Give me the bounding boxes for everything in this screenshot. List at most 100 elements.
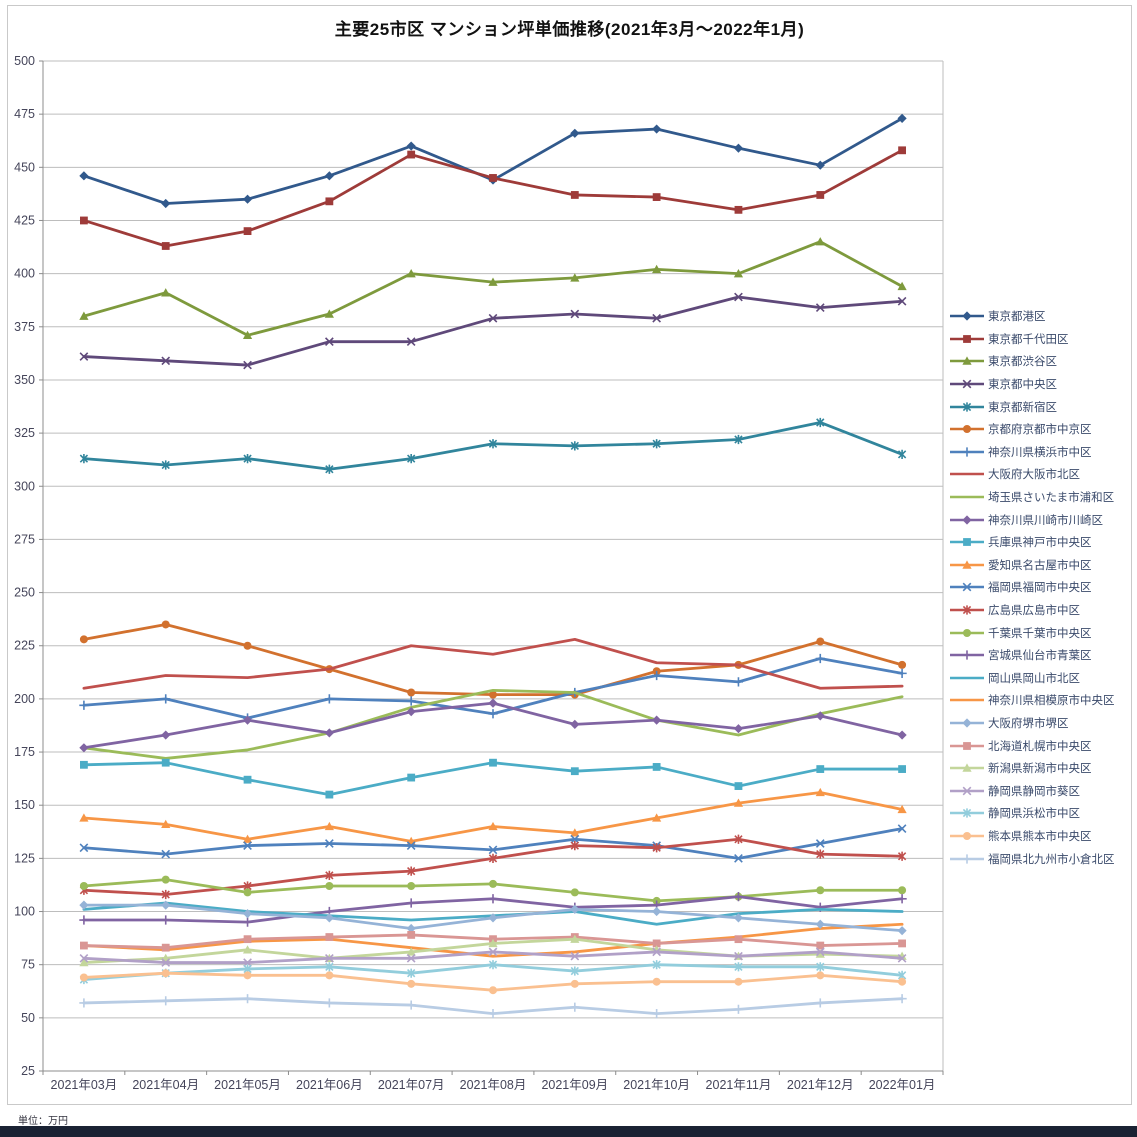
series-marker (161, 694, 171, 704)
series-marker (325, 933, 334, 941)
series-marker (407, 882, 416, 891)
y-axis-tick-label: 150 (14, 798, 35, 812)
series-marker (161, 849, 171, 859)
x-axis-tick-label: 2021年07月 (378, 1078, 445, 1092)
series-marker (488, 1008, 498, 1019)
series-marker (406, 1000, 416, 1010)
legend-item-label: 東京都渋谷区 (988, 356, 1057, 369)
series-marker (898, 886, 907, 895)
x-axis-tick-label: 2021年11月 (706, 1078, 772, 1092)
series-marker (242, 834, 253, 843)
series-marker (963, 628, 971, 637)
series-marker (325, 870, 334, 880)
series-marker (816, 637, 825, 646)
series-marker (815, 919, 825, 929)
series-marker (243, 775, 252, 784)
series-marker (734, 962, 743, 972)
series-marker (488, 913, 498, 923)
series-marker (816, 191, 825, 199)
series-marker (734, 434, 743, 445)
x-axis-tick-label: 2021年03月 (51, 1078, 118, 1092)
plot-area: 25 50 75 100 125 150 175 200 225 250 275 300 325 350 3… (14, 54, 944, 1092)
y-axis-tick-label: 350 (14, 373, 35, 387)
series-marker (79, 998, 89, 1008)
series-marker (815, 303, 825, 313)
series-marker (734, 854, 743, 863)
series-marker (652, 1008, 662, 1019)
series-marker (242, 330, 253, 339)
series-marker (488, 709, 498, 719)
series-marker (652, 977, 661, 986)
series-marker (407, 866, 416, 876)
series-marker (243, 971, 252, 980)
x-axis-tick-label: 2021年12月 (787, 1078, 854, 1092)
series-marker (407, 688, 416, 697)
legend-item-label: 東京都港区 (988, 311, 1046, 324)
y-axis-tick-label: 475 (14, 107, 35, 121)
series-marker (963, 334, 971, 343)
legend-item: 東京都渋谷区 (949, 350, 1137, 373)
series-marker (242, 917, 253, 927)
series-marker (243, 888, 252, 897)
legend-item-label: 北海道札幌市中央区 (988, 740, 1092, 753)
chart-frame: 主要25市区 マンション坪単価推移(2021年3月～2022年1月) 25 50 7… (7, 5, 1132, 1127)
legend-item-label: 広島県広島市中区 (988, 605, 1080, 618)
series-marker (488, 960, 498, 970)
series-marker (963, 538, 971, 547)
series-marker (161, 288, 171, 297)
legend-item: 広島県広島市中区 (949, 599, 1137, 622)
series-marker (79, 957, 89, 967)
legend-item-label: 静岡県浜松市中区 (988, 808, 1080, 821)
series-marker (488, 439, 498, 449)
series-marker (79, 700, 89, 710)
series-marker (79, 454, 89, 464)
series-marker (488, 277, 498, 286)
legend-marker-swatch (950, 515, 984, 525)
series-marker (161, 889, 170, 900)
series-marker (652, 439, 661, 449)
series-marker (652, 670, 662, 681)
series-marker (242, 945, 253, 954)
legend-item-label: 静岡県静岡市葵区 (988, 785, 1080, 798)
series-marker (897, 894, 907, 904)
series-line (82, 761, 904, 796)
series-marker (733, 143, 744, 153)
series-marker (161, 730, 171, 740)
series-marker (488, 938, 498, 948)
series-marker (733, 724, 744, 734)
series-marker (962, 605, 972, 615)
legend-item-label: 熊本県熊本市中央区 (988, 830, 1092, 843)
series-marker (79, 311, 89, 320)
series-marker (324, 337, 334, 347)
series-marker (570, 441, 579, 451)
series-marker (324, 821, 334, 831)
series-marker (570, 966, 579, 976)
legend-item: 大阪府堺市堺区 (949, 712, 1137, 735)
legend-marker-swatch (950, 699, 984, 702)
legend-marker-swatch (950, 538, 984, 547)
series-marker (652, 124, 662, 134)
legend-marker-swatch (950, 495, 984, 499)
unit-note: 単位：万円 (18, 1116, 68, 1127)
series-marker (815, 653, 825, 664)
legend-item-label: 神奈川県相模原市中央区 (988, 695, 1115, 708)
series-marker (325, 790, 334, 799)
series-line (82, 295, 904, 367)
series-marker (733, 677, 744, 687)
legend-item-label: 福岡県福岡市中央区 (988, 582, 1092, 595)
series-marker (734, 292, 743, 302)
series-marker (816, 962, 825, 972)
series-marker (962, 447, 972, 457)
legend-item-label: 新潟県新潟市中央区 (988, 763, 1092, 776)
series-marker (79, 973, 88, 982)
legend-item-label: 福岡県北九州市小倉北区 (988, 853, 1115, 866)
y-axis-tick-label: 200 (14, 692, 35, 706)
series-marker (489, 174, 497, 182)
series-marker (406, 696, 416, 706)
legend-marker-swatch (950, 831, 984, 840)
legend-item-label: 埼玉県さいたま市浦和区 (988, 492, 1115, 505)
legend-marker-swatch (950, 356, 984, 366)
series-marker (962, 311, 972, 321)
legend-item: 埼玉県さいたま市浦和区 (949, 486, 1137, 509)
series-marker (815, 839, 825, 848)
